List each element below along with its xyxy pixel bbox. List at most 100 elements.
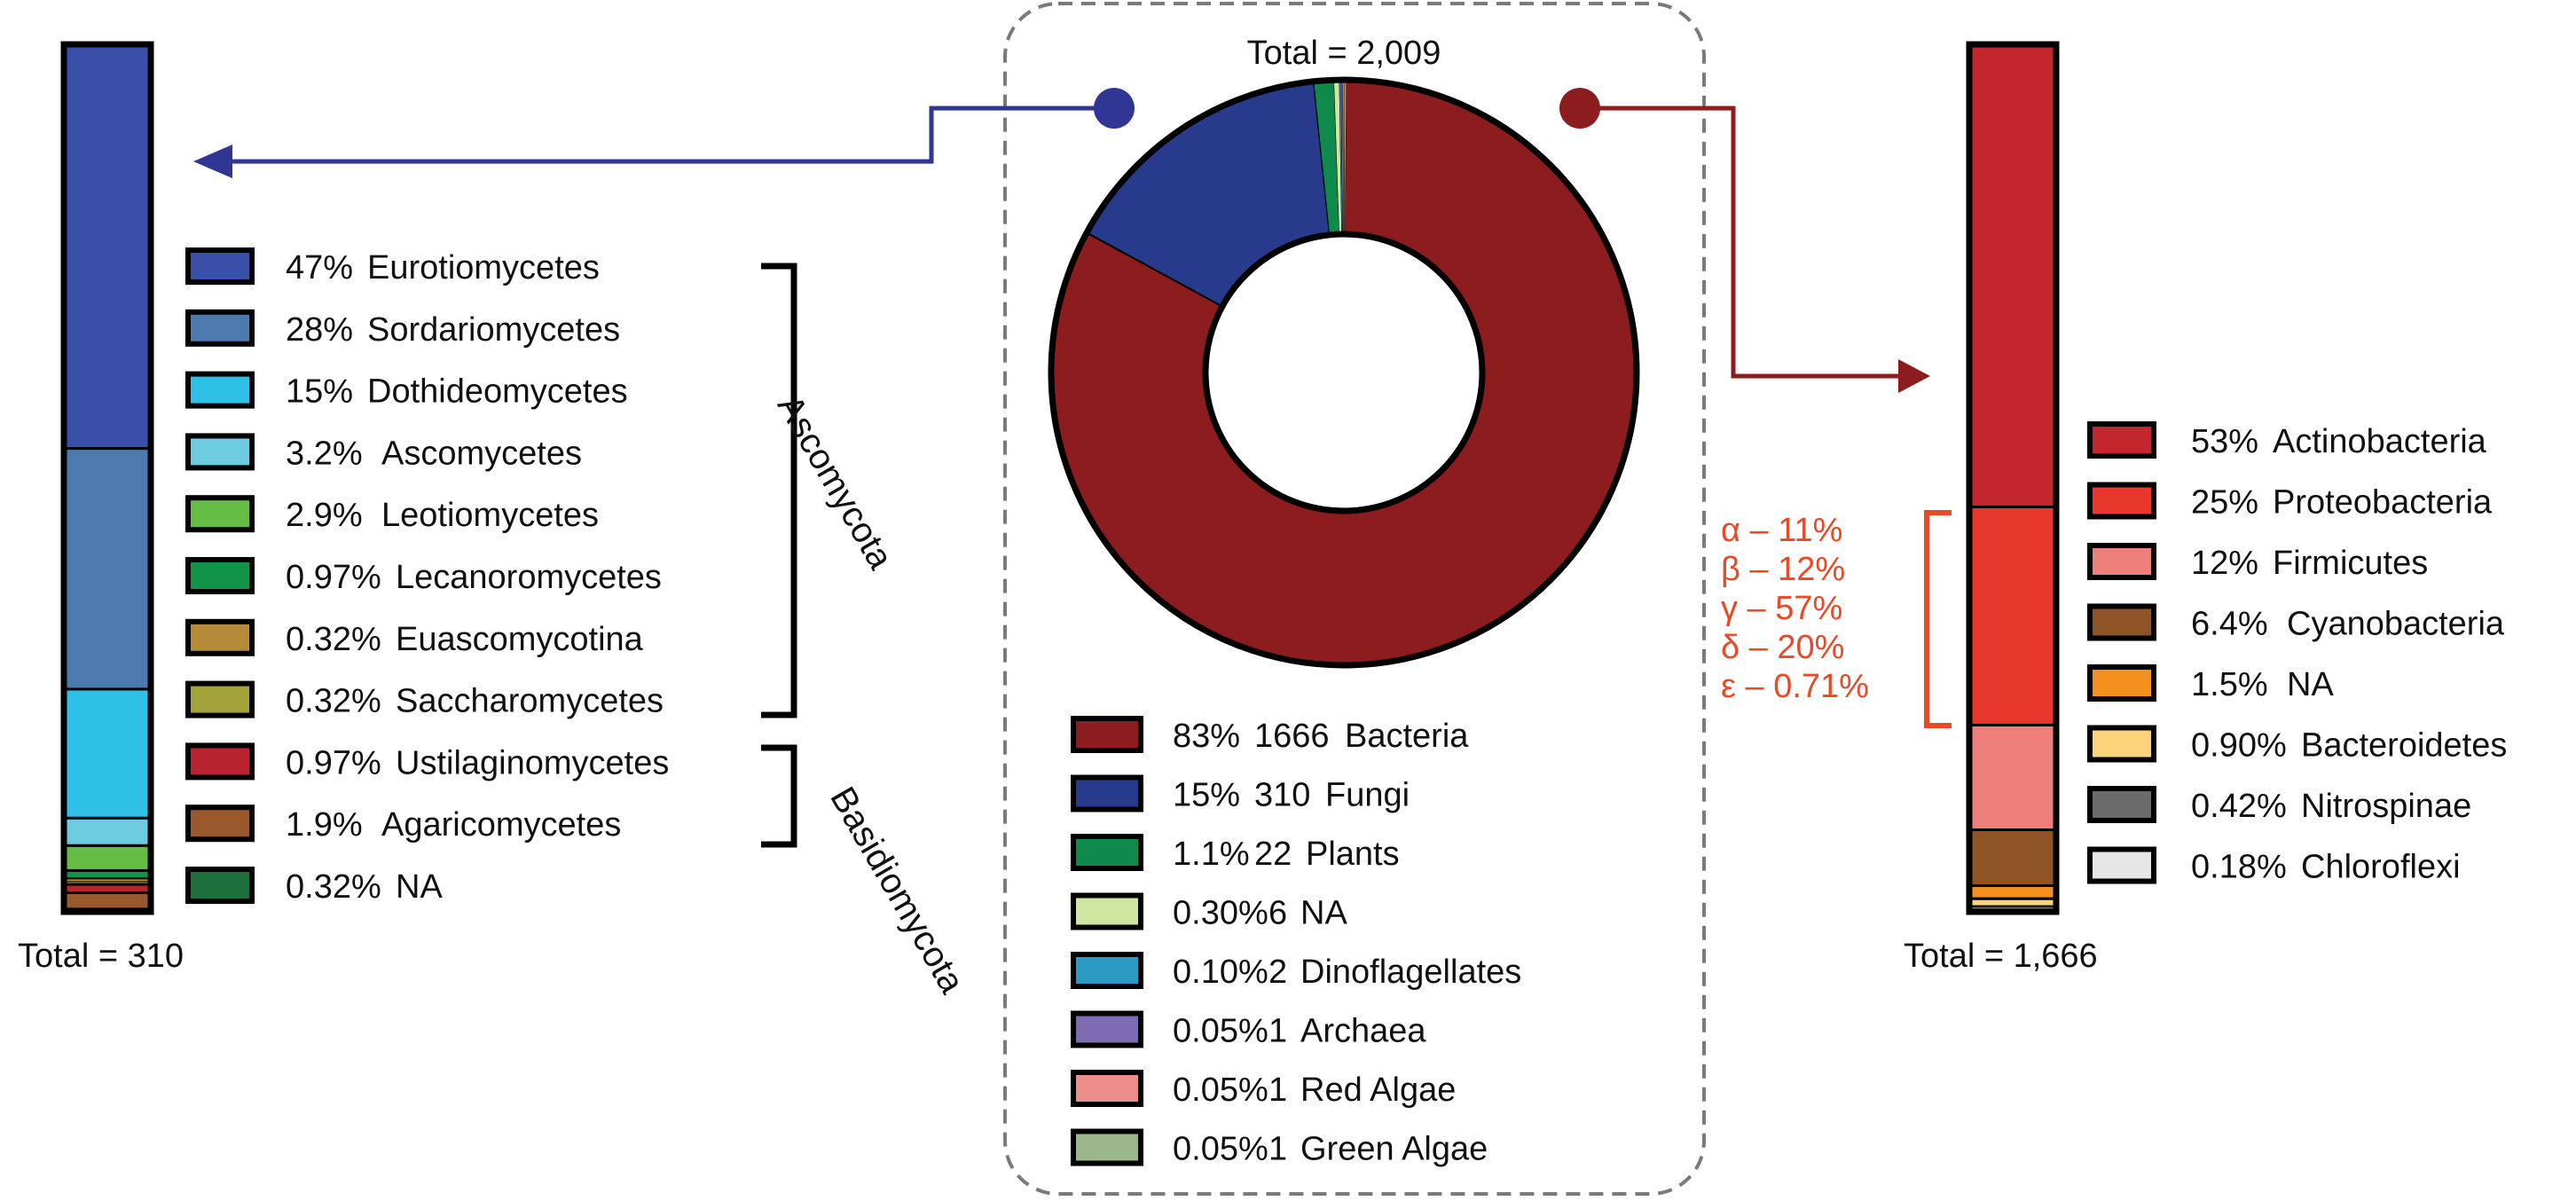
legend-label: Ustilaginomycetes xyxy=(396,744,669,781)
donut-legend-swatch-bacteria xyxy=(1071,716,1143,753)
legend-label: Nitrospinae xyxy=(2301,788,2471,825)
legend-label: Proteobacteria xyxy=(2273,484,2493,522)
proteobacteria-class-label: ε – 0.71% xyxy=(1721,668,1869,705)
bar-segment-leotiomycetes xyxy=(62,844,153,872)
donut-legend-count: 2 xyxy=(1268,954,1287,991)
legend-percent: 3.2% xyxy=(286,435,363,472)
donut-legend: 83% 1666 Bacteria 15% 310 Fungi 1.1% 22 Plants 0.… xyxy=(1071,716,1521,1168)
legend-label: Agaricomycetes xyxy=(381,806,621,844)
donut-inner-ring xyxy=(1202,231,1486,514)
ascomycota-label: Ascomycota xyxy=(770,389,900,576)
donut-legend-percent: 0.05% xyxy=(1173,1013,1268,1050)
legend-swatch-lecanoromycetes xyxy=(185,557,255,594)
legend-percent: 0.32% xyxy=(286,621,381,658)
donut-legend-percent: 0.30% xyxy=(1173,895,1268,932)
donut-legend-label: Green Algae xyxy=(1300,1131,1488,1168)
legend-label: Lecanoromycetes xyxy=(396,559,662,596)
legend-percent: 0.90% xyxy=(2191,727,2287,765)
proteobacteria-class-label: γ – 57% xyxy=(1721,590,1842,627)
legend-swatch-saccharomycetes xyxy=(185,680,255,718)
proteobacteria-class-label: β – 12% xyxy=(1721,551,1845,588)
fungi-legend: 47% Eurotiomycetes 28% Sordariomycetes 15% Do… xyxy=(185,247,669,906)
legend-percent: 1.9% xyxy=(286,806,363,844)
bar-segment-firmicutes xyxy=(1967,723,2058,832)
donut-legend-label: Dinoflagellates xyxy=(1300,954,1521,991)
bar-segment-lecanoromycetes xyxy=(62,868,153,881)
donut-total-label: Total = 2,009 xyxy=(1247,35,1441,72)
donut-legend-percent: 83% xyxy=(1173,718,1240,755)
legend-percent: 0.97% xyxy=(286,744,381,781)
legend-label: Saccharomycetes xyxy=(396,683,664,720)
legend-swatch-na xyxy=(185,867,255,904)
legend-percent: 25% xyxy=(2191,484,2258,522)
bacteria-legend: 53% Actinobacteria 25% Proteobacteria 12% Fir… xyxy=(2087,421,2507,886)
legend-percent: 2.9% xyxy=(286,497,363,534)
legend-percent: 53% xyxy=(2191,423,2258,460)
bar-segment-cyanobacteria xyxy=(1967,828,2058,887)
donut-legend-percent: 0.05% xyxy=(1173,1131,1268,1168)
legend-percent: 1.5% xyxy=(2191,666,2268,703)
legend-label: Actinobacteria xyxy=(2273,423,2487,460)
legend-percent: 15% xyxy=(286,373,353,411)
donut-legend-label: Plants xyxy=(1306,836,1400,873)
donut-legend-label: Archaea xyxy=(1300,1013,1426,1050)
donut-legend-swatch-dinoflagellates xyxy=(1071,952,1143,989)
proteobacteria-breakdown: α – 11%β – 12%γ – 57%δ – 20%ε – 0.71% xyxy=(1721,512,1869,705)
donut-legend-label: Bacteria xyxy=(1345,718,1469,755)
donut-legend-swatch-archaea xyxy=(1071,1010,1143,1048)
donut-legend-count: 310 xyxy=(1254,777,1310,814)
legend-swatch-euascomycotina xyxy=(185,618,255,656)
legend-label: Bacteroidetes xyxy=(2301,727,2507,765)
donut-legend-count: 6 xyxy=(1268,895,1287,932)
proteobacteria-class-label: α – 11% xyxy=(1721,512,1842,549)
fungi-arrowhead xyxy=(193,145,232,178)
bar-segment-actinobacteria xyxy=(1967,43,2058,508)
legend-swatch-na xyxy=(2087,664,2156,702)
donut-legend-count: 1 xyxy=(1268,1131,1287,1168)
donut-legend-percent: 0.10% xyxy=(1173,954,1268,991)
legend-label: Ascomycetes xyxy=(381,435,582,472)
donut-legend-swatch-na xyxy=(1071,892,1143,930)
legend-percent: 0.18% xyxy=(2191,849,2287,886)
donut-legend-count: 1 xyxy=(1268,1013,1287,1050)
legend-percent: 0.32% xyxy=(286,868,381,906)
legend-label: Sordariomycetes xyxy=(367,311,620,349)
fungi-stacked-bar xyxy=(62,43,153,913)
legend-percent: 0.42% xyxy=(2191,788,2287,825)
bar-segment-bacteroidetes xyxy=(1967,897,2058,908)
legend-swatch-agaricomycetes xyxy=(185,805,255,843)
fungi-total-label: Total = 310 xyxy=(18,938,184,975)
bacteria-total-label: Total = 1,666 xyxy=(1904,938,2098,975)
donut-legend-swatch-plants xyxy=(1071,834,1143,871)
donut-legend-label: Red Algae xyxy=(1300,1071,1456,1109)
basidiomycota-label: Basidiomycota xyxy=(822,781,972,1001)
fungi-connector-line xyxy=(232,106,1114,164)
legend-label: Chloroflexi xyxy=(2301,849,2461,886)
bacteria-bar-frame xyxy=(1966,41,2060,915)
proteobacteria-bracket xyxy=(1924,510,1952,728)
donut-legend-percent: 15% xyxy=(1173,777,1240,814)
donut-outer-ring xyxy=(1048,76,1640,669)
donut-legend-label: NA xyxy=(1300,895,1347,932)
legend-label: Dothideomycetes xyxy=(367,373,628,411)
legend-swatch-dothideomycetes xyxy=(185,371,255,409)
bar-segment-agaricomycetes xyxy=(62,891,153,911)
bacteria-stacked-bar xyxy=(1967,43,2058,913)
legend-swatch-chloroflexi xyxy=(2087,846,2156,884)
legend-swatch-bacteroidetes xyxy=(2087,725,2156,763)
donut-legend-swatch-fungi xyxy=(1071,774,1143,812)
donut-legend-swatch-red-algae xyxy=(1071,1070,1143,1107)
bacteria-connector-line xyxy=(1580,106,1898,379)
legend-swatch-eurotiomycetes xyxy=(185,247,255,285)
legend-percent: 28% xyxy=(286,311,353,349)
legend-label: Leotiomycetes xyxy=(381,497,599,534)
bar-segment-na xyxy=(1967,883,2058,900)
bar-segment-sordariomycetes xyxy=(62,447,153,691)
donut-chart xyxy=(1050,78,1637,666)
legend-swatch-firmicutes xyxy=(2087,543,2156,580)
basidiomycota-bracket xyxy=(761,744,797,848)
legend-swatch-cyanobacteria xyxy=(2087,603,2156,641)
legend-swatch-proteobacteria xyxy=(2087,482,2156,520)
legend-label: Euascomycotina xyxy=(396,621,644,658)
